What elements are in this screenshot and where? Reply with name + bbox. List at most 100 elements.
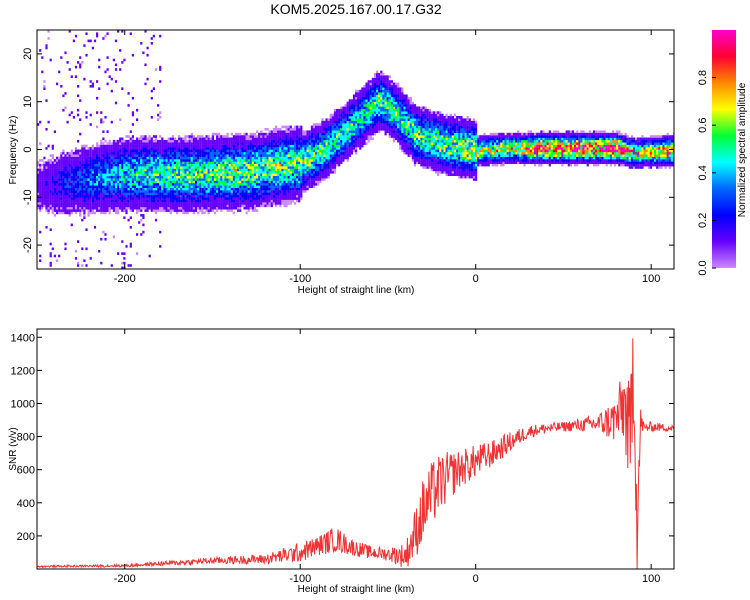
spectrogram-cell <box>70 175 73 179</box>
spectrogram-cell <box>325 156 328 160</box>
spectrogram-cell <box>262 135 265 138</box>
spectrogram-cell <box>203 156 206 160</box>
spectrogram-cell <box>81 187 84 191</box>
spectrogram-cell <box>230 139 233 143</box>
spectrogram-cell <box>72 171 75 174</box>
spectrogram-cell <box>234 194 238 198</box>
spectrogram-cell <box>152 159 155 162</box>
spectrogram-cell <box>64 159 67 162</box>
spectrogram-cell <box>279 173 282 176</box>
spectrogram-cell <box>300 137 303 141</box>
spectrogram-cell <box>237 156 240 160</box>
spectrogram-cell <box>211 137 214 141</box>
spectrogram-cell <box>333 171 337 174</box>
spectrogram-cell <box>216 185 219 188</box>
spectrogram-cell <box>114 171 118 174</box>
spectrogram-cell <box>77 171 80 174</box>
spectrogram-cell <box>163 190 166 193</box>
spectrogram-cell <box>45 199 48 203</box>
spectrogram-cell <box>352 125 356 129</box>
spectrogram-cell <box>62 187 65 191</box>
spectrogram-cell <box>136 137 139 141</box>
spectrogram-cell <box>298 156 301 160</box>
spectrogram-cell <box>53 173 56 176</box>
spectrogram-cell <box>148 171 151 174</box>
spectrogram-cell <box>152 197 155 200</box>
spectrogram-cell <box>119 190 122 193</box>
spectrogram-cell <box>96 144 99 148</box>
spectrogram-cell <box>270 147 273 150</box>
spectrogram-cell <box>256 173 259 176</box>
spectrogram-cell <box>72 168 75 172</box>
spectrogram-cell <box>146 161 149 164</box>
spectrogram-cell <box>306 154 309 157</box>
spectrogram-cell <box>190 139 193 143</box>
spectrogram-cell <box>230 142 233 145</box>
spectrogram-cell <box>346 113 349 117</box>
spectrogram-cell <box>270 154 273 157</box>
spectrogram-cell <box>98 163 101 167</box>
spectrogram-cell <box>321 171 324 174</box>
spectrogram-cell <box>308 130 311 133</box>
spectrogram-cell <box>207 166 210 169</box>
spectrogram-cell <box>161 194 164 198</box>
spectrogram-cell <box>45 192 48 196</box>
spectrogram-cell <box>272 183 275 186</box>
spectrogram-cell <box>376 75 379 78</box>
spectrogram-cell <box>281 185 284 188</box>
spectrogram-cell <box>194 173 198 176</box>
spectrogram-cell <box>207 194 210 198</box>
spectrogram-cell <box>186 154 189 157</box>
spectrogram-cell <box>228 147 231 150</box>
spectrogram-cell <box>188 204 191 208</box>
spectrogram-cell <box>117 178 120 181</box>
spectrogram-cell <box>333 166 337 169</box>
spectrogram-cell <box>281 159 284 162</box>
spectrogram-cell <box>173 187 177 191</box>
spectrogram-cells <box>37 30 674 269</box>
spectrogram-cell <box>361 137 364 141</box>
spectrogram-cell <box>53 180 56 184</box>
spectrogram-cell <box>241 163 244 167</box>
spectrogram-cell <box>165 163 168 167</box>
spectrogram-cell <box>157 171 160 174</box>
spectrogram-cell <box>114 168 118 172</box>
spectrogram-cell <box>53 204 56 208</box>
spectrogram-cell <box>56 204 59 208</box>
spectrogram-cell <box>100 261 103 265</box>
spectrogram-cell <box>327 156 330 160</box>
spectrogram-cell <box>209 199 212 203</box>
spectrogram-cell <box>180 163 183 167</box>
spectrogram-cell <box>146 137 149 141</box>
spectrogram-cell <box>336 156 339 160</box>
spectrogram-cell <box>365 106 368 110</box>
spectrogram-cell <box>152 168 155 172</box>
spectrogram-cell <box>119 175 122 179</box>
spectrogram-cell <box>91 147 94 150</box>
spectrogram-cell <box>234 197 238 200</box>
spectrogram-cell <box>91 183 94 186</box>
spectrogram-cell <box>317 132 320 136</box>
spectrogram-cell <box>234 192 238 196</box>
spectrogram-cell <box>60 151 63 155</box>
spectrogram-cell <box>357 130 360 133</box>
spectrogram-cell <box>258 194 261 198</box>
spectrogram-cell <box>178 190 181 193</box>
spectrogram-cell <box>121 173 124 176</box>
spectrogram-cell <box>161 147 164 150</box>
spectrogram-cell <box>176 194 179 198</box>
spectrogram-cell <box>150 96 153 100</box>
spectrogram-cell <box>319 125 322 129</box>
spectrogram-cell <box>182 211 185 215</box>
spectrogram-cell <box>277 151 280 155</box>
spectrogram-cell <box>180 161 183 164</box>
spectrogram-cell <box>296 173 299 176</box>
spectrogram-cell <box>184 144 187 148</box>
spectrogram-cell <box>251 173 254 176</box>
spectrogram-cell <box>348 128 351 131</box>
spectrogram-cell <box>348 149 351 153</box>
spectrogram-cell <box>144 199 147 203</box>
spectrogram-cell <box>159 194 162 198</box>
spectrogram-cell <box>62 180 65 184</box>
spectrogram-cell <box>256 137 259 141</box>
